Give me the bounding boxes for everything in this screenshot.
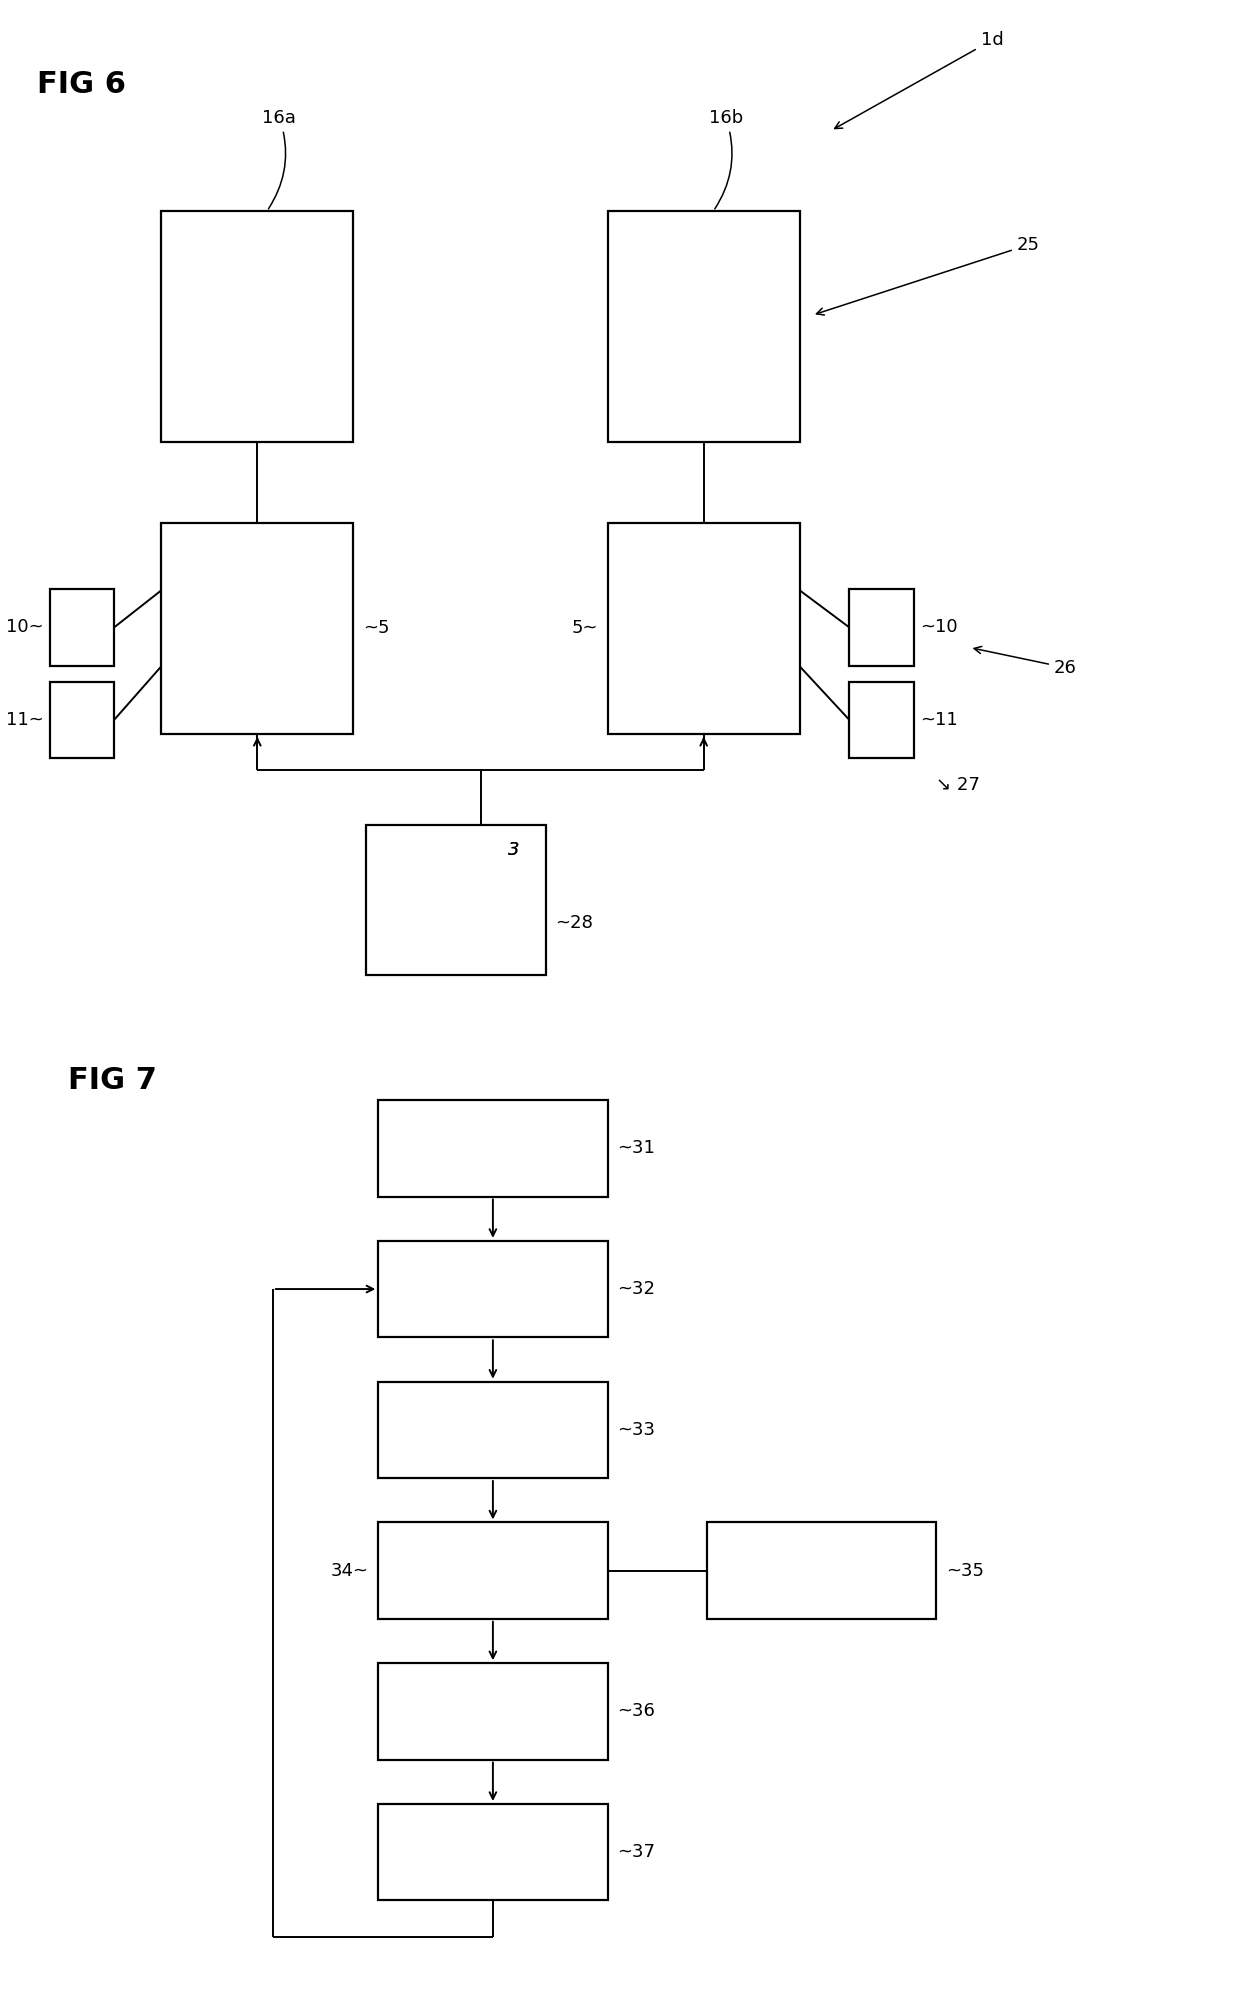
Text: FIG 7: FIG 7 [68,1066,157,1094]
Bar [161,211,353,442]
Text: 11~: 11~ [6,712,43,728]
Text: FIG 6: FIG 6 [37,70,126,99]
Bar [378,1663,608,1760]
Text: ~28: ~28 [556,913,594,931]
Text: 5~: 5~ [572,619,598,637]
Text: 3: 3 [508,841,520,859]
Bar [378,1100,608,1197]
Text: ~32: ~32 [618,1281,656,1297]
Text: 25: 25 [816,235,1040,316]
Text: ~37: ~37 [618,1844,656,1860]
Bar [378,1804,608,1900]
Text: ~35: ~35 [946,1563,985,1579]
Text: 34~: 34~ [330,1563,368,1579]
Bar [608,523,800,734]
Bar [849,589,914,666]
Bar [161,523,353,734]
Text: ~10: ~10 [920,619,957,635]
Text: ~36: ~36 [618,1703,656,1719]
Text: 16a: 16a [263,109,296,209]
Bar [378,1241,608,1337]
Text: 3: 3 [508,841,520,859]
Bar [707,1522,936,1619]
Text: 26: 26 [975,646,1076,676]
Bar [50,682,114,758]
Text: ↘ 27: ↘ 27 [936,776,980,794]
Bar [608,211,800,442]
Bar [366,825,546,975]
Bar [50,589,114,666]
Text: ~33: ~33 [618,1422,656,1438]
Bar [378,1382,608,1478]
Bar [849,682,914,758]
Text: 16b: 16b [708,109,743,209]
Text: ~11: ~11 [920,712,957,728]
Text: 1d: 1d [835,32,1003,129]
Bar [378,1522,608,1619]
Text: ~5: ~5 [363,619,389,637]
Text: 10~: 10~ [6,619,43,635]
Text: ~31: ~31 [618,1140,656,1156]
